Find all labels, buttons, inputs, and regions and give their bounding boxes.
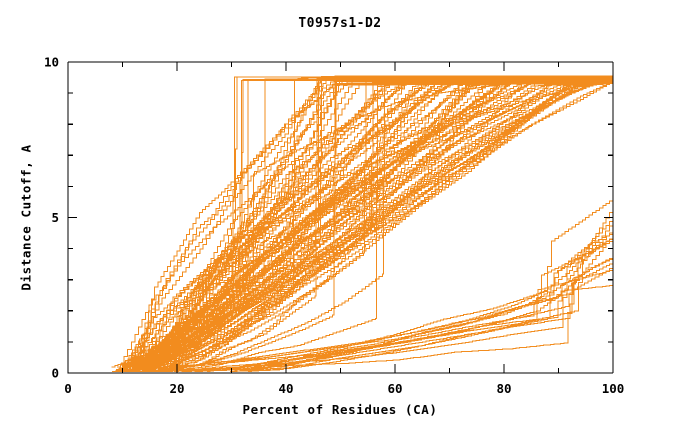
x-tick-label: 20 — [169, 381, 184, 396]
data-curve-low-tail — [206, 262, 614, 372]
x-tick-label: 40 — [278, 381, 293, 396]
data-curve-low-tail — [194, 198, 614, 372]
data-curve-ensemble — [127, 79, 613, 372]
data-curve-ensemble — [163, 77, 613, 372]
data-curve-low-tail — [232, 236, 614, 372]
y-tick-label: 5 — [51, 210, 59, 225]
data-curve-ensemble — [159, 78, 613, 372]
data-curve-early-jump — [161, 77, 613, 372]
x-axis-label: Percent of Residues (CA) — [242, 402, 438, 417]
axis-layer — [67, 61, 614, 374]
data-curve-early-jump — [134, 78, 613, 372]
chart-title: T0957s1-D2 — [298, 16, 382, 31]
x-tick-label: 60 — [387, 381, 402, 396]
y-tick-label: 10 — [44, 55, 59, 70]
data-curve-ensemble — [134, 82, 613, 370]
data-series-layer — [111, 75, 614, 372]
x-tick-label: 80 — [496, 381, 511, 396]
y-tick-label: 0 — [51, 366, 59, 381]
data-curve-low-tail — [248, 236, 614, 372]
tick-label-layer: 0 20 40 60 80 100 0 5 10 — [44, 55, 624, 397]
data-curve-low-tail — [181, 235, 614, 372]
data-curve-early-jump — [164, 76, 613, 372]
data-curve-low-tail — [184, 207, 614, 372]
x-tick-label: 0 — [64, 381, 72, 396]
data-curve-ensemble — [120, 79, 613, 370]
data-curve-ensemble — [144, 81, 614, 372]
data-curve-early-jump — [163, 79, 613, 372]
data-curve-early-jump — [141, 81, 613, 372]
x-tick-label: 100 — [602, 381, 625, 396]
data-curve-ensemble — [122, 77, 614, 372]
data-curve-ensemble — [140, 77, 613, 372]
